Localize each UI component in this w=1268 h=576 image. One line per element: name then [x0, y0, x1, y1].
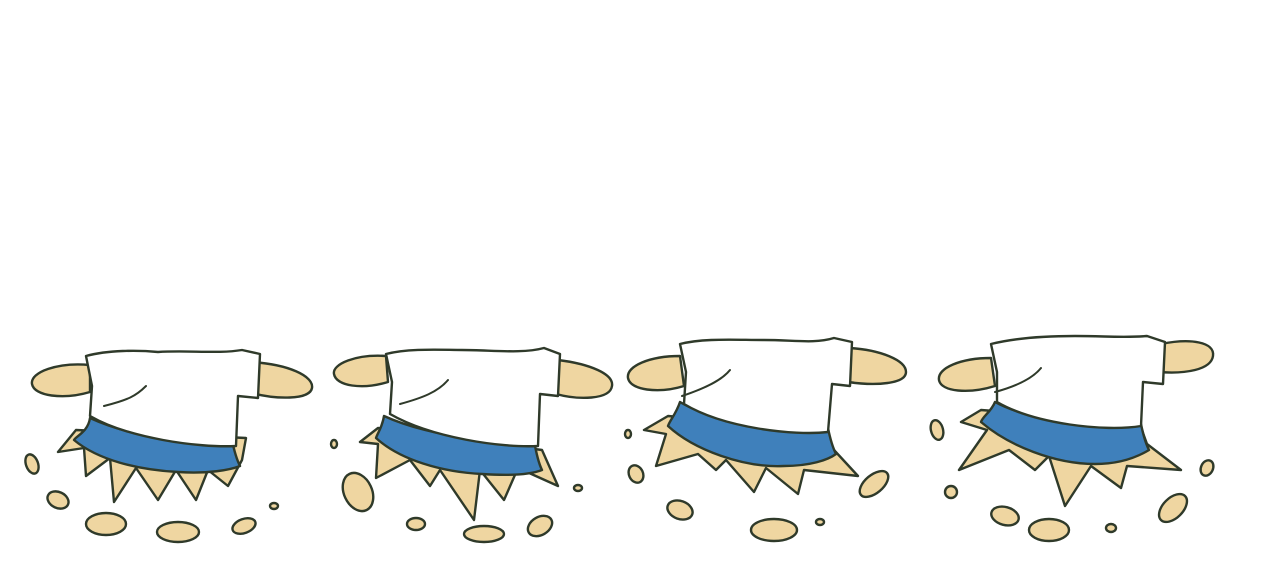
debris: [749, 517, 799, 543]
debris: [623, 428, 633, 440]
right-arm: [554, 358, 614, 399]
debris: [666, 499, 694, 521]
debris: [405, 516, 427, 532]
debris: [929, 419, 945, 441]
debris: [462, 524, 506, 544]
right-arm: [1157, 340, 1215, 374]
left-arm: [626, 354, 686, 392]
debris: [990, 505, 1020, 527]
debris: [1027, 517, 1071, 543]
shirt-fold-line: [681, 369, 731, 397]
debris: [526, 514, 554, 538]
shirt: [384, 346, 562, 448]
debris: [1157, 492, 1189, 524]
sprite-frame-4: [925, 320, 1225, 560]
debris: [329, 438, 339, 450]
right-arm: [846, 346, 908, 386]
sprite-frame-2: [322, 320, 622, 560]
debris: [341, 471, 375, 513]
sprite-frame-3-drawing: [623, 336, 908, 543]
right-arm: [246, 360, 314, 399]
sprite-frame-1-drawing: [24, 348, 314, 544]
sprite-frame-1: [18, 320, 318, 560]
debris: [84, 511, 128, 537]
debris: [814, 517, 826, 527]
sprite-frame-4-drawing: [929, 334, 1215, 543]
shirt: [84, 348, 262, 448]
debris: [1104, 522, 1118, 534]
shirt-fold-line: [994, 367, 1042, 393]
shirt-fold-line: [103, 385, 147, 407]
debris: [155, 520, 201, 544]
shirt-fold-line: [399, 379, 449, 405]
debris: [1199, 459, 1215, 477]
sprite-frame-2-drawing: [329, 346, 614, 544]
debris: [24, 453, 40, 475]
debris: [231, 517, 257, 535]
sprite-frame-3: [614, 320, 914, 560]
debris: [46, 490, 70, 510]
shirt: [989, 334, 1167, 430]
debris: [943, 484, 959, 500]
left-arm: [937, 356, 997, 392]
debris: [858, 469, 890, 499]
debris: [572, 483, 584, 493]
left-arm: [332, 354, 390, 388]
debris: [627, 464, 645, 484]
shirt: [678, 336, 854, 435]
debris: [268, 501, 280, 511]
left-arm: [30, 363, 92, 398]
